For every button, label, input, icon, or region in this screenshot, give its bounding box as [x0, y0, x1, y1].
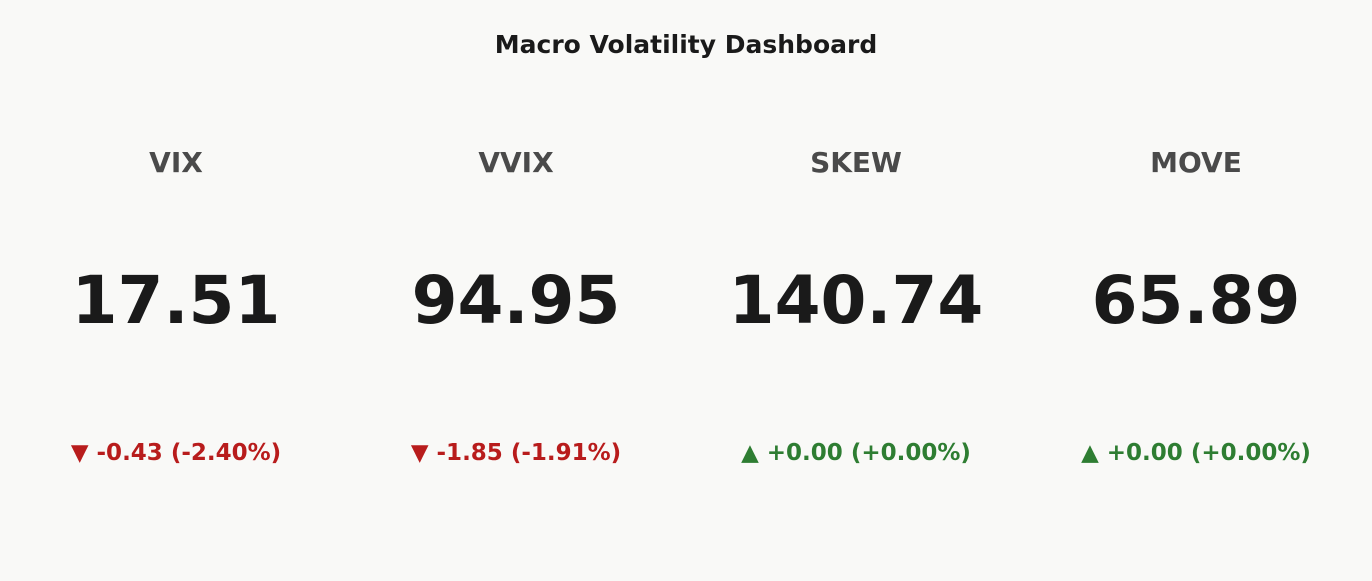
- kpi-card: SKEW 140.74 ▲ +0.00 (+0.00%): [686, 0, 1026, 581]
- kpi-delta: ▲ +0.00 (+0.00%): [686, 440, 1026, 466]
- delta-percent: (+0.00%): [1190, 440, 1311, 466]
- kpi-delta: ▼ -0.43 (-2.40%): [6, 440, 346, 466]
- kpi-card: VIX 17.51 ▼ -0.43 (-2.40%): [6, 0, 346, 581]
- kpi-value: 65.89: [1091, 262, 1301, 339]
- delta-percent: (-1.91%): [510, 440, 622, 466]
- delta-change: +0.00: [1106, 440, 1183, 466]
- kpi-value: 94.95: [411, 262, 621, 339]
- kpi-value: 140.74: [728, 262, 984, 339]
- delta-arrow: ▲: [1081, 440, 1099, 466]
- kpi-label: VIX: [149, 146, 203, 179]
- delta-arrow: ▼: [70, 440, 89, 466]
- kpi-label: SKEW: [810, 146, 902, 179]
- kpi-label: VVIX: [478, 146, 554, 179]
- dashboard-title: Macro Volatility Dashboard: [494, 30, 878, 59]
- delta-arrow: ▲: [741, 440, 759, 466]
- kpi-label: MOVE: [1150, 146, 1242, 179]
- kpi-card: MOVE 65.89 ▲ +0.00 (+0.00%): [1026, 0, 1366, 581]
- kpi-card: VVIX 94.95 ▼ -1.85 (-1.91%): [346, 0, 686, 581]
- kpi-value: 17.51: [71, 262, 281, 339]
- delta-percent: (-2.40%): [170, 440, 282, 466]
- kpi-delta: ▲ +0.00 (+0.00%): [1026, 440, 1366, 466]
- delta-percent: (+0.00%): [850, 440, 971, 466]
- delta-change: +0.00: [766, 440, 843, 466]
- delta-change: -1.85: [436, 440, 503, 466]
- delta-arrow: ▼: [410, 440, 429, 466]
- kpi-delta: ▼ -1.85 (-1.91%): [346, 440, 686, 466]
- delta-change: -0.43: [96, 440, 163, 466]
